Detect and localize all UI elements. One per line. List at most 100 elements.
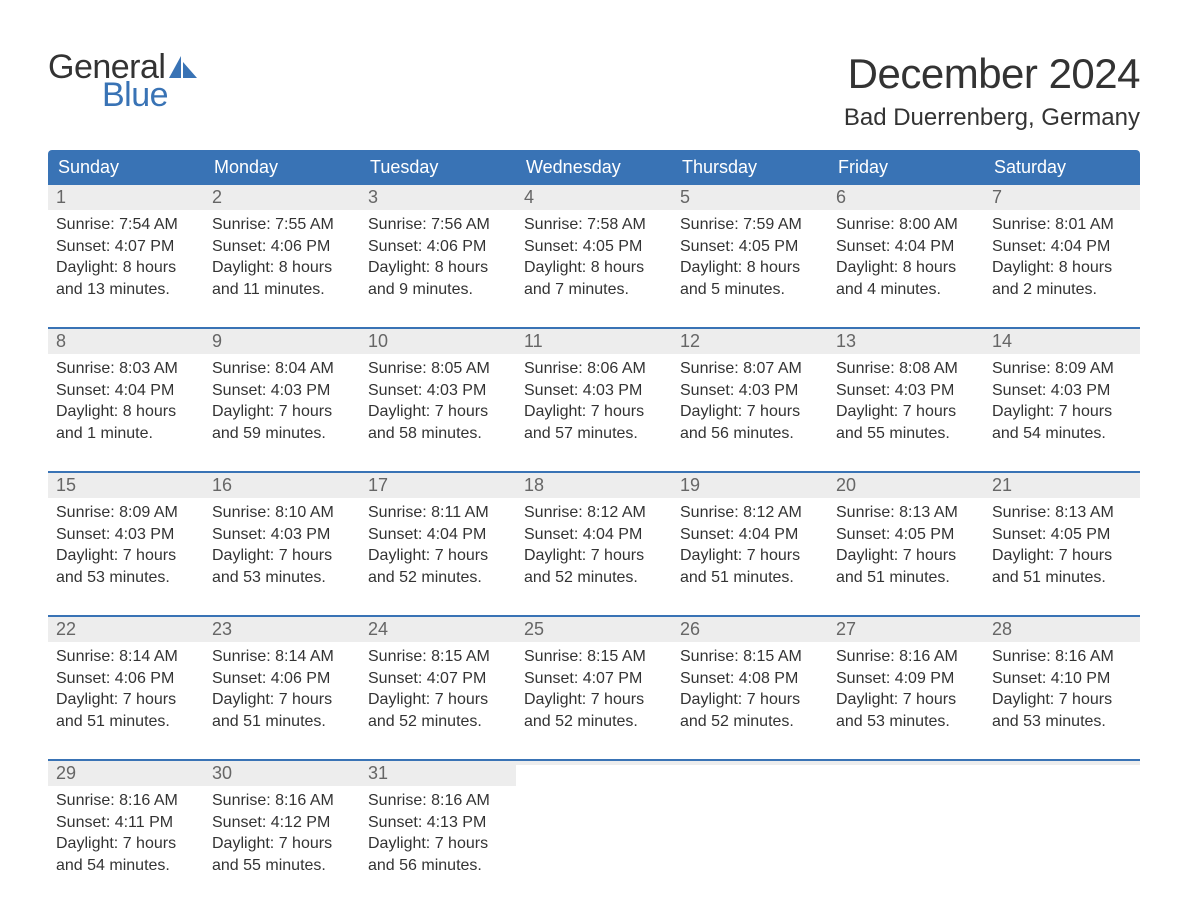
daylight-text-2: and 4 minutes. <box>836 279 976 301</box>
daylight-text-1: Daylight: 8 hours <box>56 401 196 423</box>
cell-body: Sunrise: 8:05 AMSunset: 4:03 PMDaylight:… <box>360 354 516 454</box>
sunset-text: Sunset: 4:04 PM <box>524 524 664 546</box>
day-number: 3 <box>360 185 516 210</box>
daylight-text-2: and 56 minutes. <box>680 423 820 445</box>
day-number: 2 <box>204 185 360 210</box>
daylight-text-2: and 53 minutes. <box>212 567 352 589</box>
calendar-cell: 17Sunrise: 8:11 AMSunset: 4:04 PMDayligh… <box>360 473 516 601</box>
calendar-cell: 12Sunrise: 8:07 AMSunset: 4:03 PMDayligh… <box>672 329 828 457</box>
week-row: 1Sunrise: 7:54 AMSunset: 4:07 PMDaylight… <box>48 185 1140 313</box>
daylight-text-1: Daylight: 7 hours <box>524 401 664 423</box>
day-header-tuesday: Tuesday <box>360 150 516 185</box>
daylight-text-2: and 11 minutes. <box>212 279 352 301</box>
sunrise-text: Sunrise: 8:10 AM <box>212 502 352 524</box>
day-number: 4 <box>516 185 672 210</box>
daylight-text-1: Daylight: 8 hours <box>524 257 664 279</box>
day-header-wednesday: Wednesday <box>516 150 672 185</box>
cell-body: Sunrise: 7:56 AMSunset: 4:06 PMDaylight:… <box>360 210 516 310</box>
calendar-cell: 14Sunrise: 8:09 AMSunset: 4:03 PMDayligh… <box>984 329 1140 457</box>
day-header-thursday: Thursday <box>672 150 828 185</box>
calendar-cell: 1Sunrise: 7:54 AMSunset: 4:07 PMDaylight… <box>48 185 204 313</box>
calendar-cell: 10Sunrise: 8:05 AMSunset: 4:03 PMDayligh… <box>360 329 516 457</box>
daylight-text-1: Daylight: 7 hours <box>680 689 820 711</box>
daylight-text-2: and 52 minutes. <box>368 711 508 733</box>
day-number: 16 <box>204 473 360 498</box>
sunrise-text: Sunrise: 8:12 AM <box>524 502 664 524</box>
daylight-text-1: Daylight: 8 hours <box>212 257 352 279</box>
day-number: 19 <box>672 473 828 498</box>
cell-body: Sunrise: 7:55 AMSunset: 4:06 PMDaylight:… <box>204 210 360 310</box>
weeks-container: 1Sunrise: 7:54 AMSunset: 4:07 PMDaylight… <box>48 185 1140 889</box>
daylight-text-2: and 56 minutes. <box>368 855 508 877</box>
calendar-cell <box>984 761 1140 889</box>
cell-body: Sunrise: 8:00 AMSunset: 4:04 PMDaylight:… <box>828 210 984 310</box>
cell-body: Sunrise: 7:59 AMSunset: 4:05 PMDaylight:… <box>672 210 828 310</box>
daylight-text-1: Daylight: 8 hours <box>680 257 820 279</box>
calendar-cell: 6Sunrise: 8:00 AMSunset: 4:04 PMDaylight… <box>828 185 984 313</box>
calendar-cell: 30Sunrise: 8:16 AMSunset: 4:12 PMDayligh… <box>204 761 360 889</box>
calendar-cell: 26Sunrise: 8:15 AMSunset: 4:08 PMDayligh… <box>672 617 828 745</box>
sunset-text: Sunset: 4:07 PM <box>368 668 508 690</box>
day-header-monday: Monday <box>204 150 360 185</box>
sunset-text: Sunset: 4:05 PM <box>524 236 664 258</box>
daylight-text-2: and 53 minutes. <box>836 711 976 733</box>
cell-body: Sunrise: 8:08 AMSunset: 4:03 PMDaylight:… <box>828 354 984 454</box>
daylight-text-2: and 9 minutes. <box>368 279 508 301</box>
calendar-cell: 5Sunrise: 7:59 AMSunset: 4:05 PMDaylight… <box>672 185 828 313</box>
sunset-text: Sunset: 4:12 PM <box>212 812 352 834</box>
daylight-text-2: and 53 minutes. <box>56 567 196 589</box>
calendar-cell: 4 Sunrise: 7:58 AMSunset: 4:05 PMDaylight… <box>516 185 672 313</box>
daylight-text-1: Daylight: 7 hours <box>992 689 1132 711</box>
sunrise-text: Sunrise: 8:01 AM <box>992 214 1132 236</box>
sunset-text: Sunset: 4:03 PM <box>836 380 976 402</box>
daylight-text-1: Daylight: 7 hours <box>992 401 1132 423</box>
month-title: December 2024 <box>844 50 1140 98</box>
calendar-cell: 25Sunrise: 8:15 AMSunset: 4:07 PMDayligh… <box>516 617 672 745</box>
sunset-text: Sunset: 4:04 PM <box>836 236 976 258</box>
daylight-text-2: and 58 minutes. <box>368 423 508 445</box>
daylight-text-1: Daylight: 7 hours <box>212 689 352 711</box>
sunset-text: Sunset: 4:06 PM <box>212 236 352 258</box>
day-number: 11 <box>516 329 672 354</box>
sunrise-text: Sunrise: 8:16 AM <box>212 790 352 812</box>
sunrise-text: Sunrise: 8:15 AM <box>524 646 664 668</box>
calendar-cell: 18Sunrise: 8:12 AMSunset: 4:04 PMDayligh… <box>516 473 672 601</box>
cell-body: Sunrise: 8:15 AMSunset: 4:07 PMDaylight:… <box>516 642 672 742</box>
calendar-cell: 20Sunrise: 8:13 AMSunset: 4:05 PMDayligh… <box>828 473 984 601</box>
sunrise-text: Sunrise: 7:58 AM <box>524 214 664 236</box>
cell-body: Sunrise: 8:07 AMSunset: 4:03 PMDaylight:… <box>672 354 828 454</box>
daylight-text-1: Daylight: 7 hours <box>524 689 664 711</box>
cell-body: Sunrise: 8:06 AMSunset: 4:03 PMDaylight:… <box>516 354 672 454</box>
sunrise-text: Sunrise: 7:54 AM <box>56 214 196 236</box>
sunset-text: Sunset: 4:04 PM <box>680 524 820 546</box>
daylight-text-1: Daylight: 7 hours <box>56 689 196 711</box>
sunset-text: Sunset: 4:03 PM <box>212 380 352 402</box>
sunrise-text: Sunrise: 8:16 AM <box>836 646 976 668</box>
daylight-text-2: and 52 minutes. <box>524 711 664 733</box>
sunrise-text: Sunrise: 8:06 AM <box>524 358 664 380</box>
day-number: 24 <box>360 617 516 642</box>
cell-body: Sunrise: 8:04 AMSunset: 4:03 PMDaylight:… <box>204 354 360 454</box>
day-number: 8 <box>48 329 204 354</box>
sunset-text: Sunset: 4:04 PM <box>368 524 508 546</box>
calendar-cell: 13Sunrise: 8:08 AMSunset: 4:03 PMDayligh… <box>828 329 984 457</box>
daylight-text-2: and 54 minutes. <box>992 423 1132 445</box>
daylight-text-2: and 5 minutes. <box>680 279 820 301</box>
day-number: 20 <box>828 473 984 498</box>
sunset-text: Sunset: 4:03 PM <box>56 524 196 546</box>
calendar-cell: 15Sunrise: 8:09 AMSunset: 4:03 PMDayligh… <box>48 473 204 601</box>
sunset-text: Sunset: 4:10 PM <box>992 668 1132 690</box>
sunrise-text: Sunrise: 8:03 AM <box>56 358 196 380</box>
sunrise-text: Sunrise: 8:15 AM <box>368 646 508 668</box>
calendar-cell: 2Sunrise: 7:55 AMSunset: 4:06 PMDaylight… <box>204 185 360 313</box>
calendar-cell: 28Sunrise: 8:16 AMSunset: 4:10 PMDayligh… <box>984 617 1140 745</box>
daylight-text-2: and 57 minutes. <box>524 423 664 445</box>
daylight-text-1: Daylight: 7 hours <box>836 689 976 711</box>
daylight-text-1: Daylight: 7 hours <box>212 545 352 567</box>
sunrise-text: Sunrise: 8:13 AM <box>992 502 1132 524</box>
sunrise-text: Sunrise: 8:13 AM <box>836 502 976 524</box>
sunrise-text: Sunrise: 8:07 AM <box>680 358 820 380</box>
daylight-text-2: and 13 minutes. <box>56 279 196 301</box>
cell-body: Sunrise: 8:16 AMSunset: 4:12 PMDaylight:… <box>204 786 360 886</box>
cell-body: Sunrise: 8:14 AMSunset: 4:06 PMDaylight:… <box>204 642 360 742</box>
